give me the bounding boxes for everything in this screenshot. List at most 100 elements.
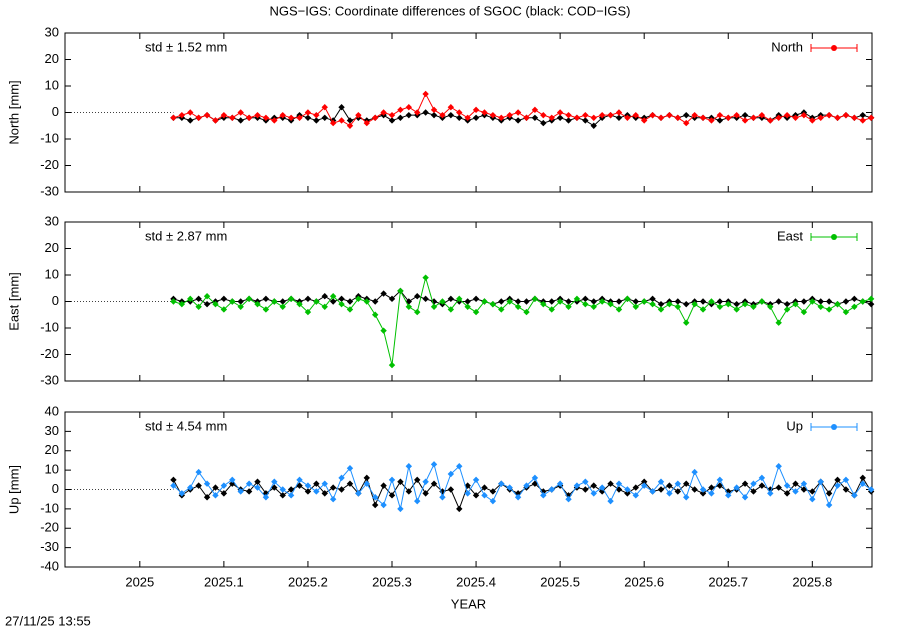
data-point: [187, 295, 194, 303]
data-point: [321, 480, 328, 487]
data-point: [456, 114, 463, 121]
data-point: [388, 476, 396, 484]
data-point: [212, 300, 219, 308]
data-point: [615, 306, 623, 313]
data-point: [825, 501, 833, 509]
data-point: [187, 484, 194, 491]
y-tick-label: 10: [45, 77, 59, 92]
data-point: [220, 111, 228, 119]
data-point: [489, 111, 497, 119]
data-point: [203, 494, 211, 501]
data-point: [304, 308, 312, 316]
y-tick-label: 0: [52, 481, 59, 496]
data-point: [414, 308, 421, 316]
legend-label: East: [777, 228, 803, 243]
data-point: [380, 501, 387, 509]
data-point: [262, 295, 270, 303]
data-point: [313, 480, 320, 487]
data-point: [615, 109, 623, 116]
data-point: [657, 486, 665, 493]
data-point: [800, 111, 808, 119]
data-point: [422, 274, 429, 281]
data-point: [657, 300, 665, 308]
data-point: [632, 298, 639, 305]
data-point: [388, 111, 396, 119]
data-point: [271, 478, 278, 485]
data-point: [212, 492, 219, 499]
series-line: [173, 106, 872, 127]
data-point: [338, 104, 345, 111]
data-point: [800, 486, 808, 493]
y-tick-label: -40: [40, 558, 59, 573]
data-point: [271, 484, 278, 491]
y-tick-label: -30: [40, 183, 59, 198]
data-point: [388, 295, 396, 303]
data-point: [498, 480, 505, 487]
data-point: [271, 117, 278, 124]
data-point: [439, 494, 446, 501]
data-point: [699, 114, 707, 121]
data-point: [338, 300, 345, 308]
data-point: [582, 478, 589, 485]
data-point: [657, 114, 665, 121]
y-tick-label: 30: [45, 423, 59, 438]
data-point: [725, 492, 732, 499]
y-tick-label: 30: [45, 213, 59, 228]
data-point: [229, 298, 236, 305]
data-point: [540, 492, 547, 499]
data-point: [775, 319, 782, 326]
data-point: [531, 480, 539, 487]
data-point: [430, 106, 438, 114]
y-tick-label: -20: [40, 157, 59, 172]
data-point: [531, 295, 539, 303]
data-point: [540, 119, 547, 127]
data-point: [346, 298, 354, 305]
data-point: [565, 495, 572, 503]
series-line: [173, 290, 872, 305]
data-point: [590, 482, 597, 489]
data-point: [624, 490, 631, 497]
data-point: [767, 486, 774, 493]
data-point: [783, 490, 791, 497]
data-point: [666, 490, 673, 497]
data-point: [456, 463, 463, 470]
y-tick-label: 30: [45, 24, 59, 39]
x-tick-label: 2025.7: [708, 574, 748, 589]
y-tick-label: -30: [40, 539, 59, 554]
data-point: [624, 486, 631, 493]
data-point: [666, 482, 673, 489]
data-point: [598, 484, 606, 491]
data-point: [338, 486, 345, 493]
legend-marker: [831, 45, 837, 51]
data-point: [489, 488, 497, 495]
data-point: [371, 298, 379, 305]
data-point: [565, 111, 572, 119]
data-point: [817, 298, 824, 305]
x-tick-label: 2025: [125, 574, 154, 589]
data-point: [313, 117, 320, 124]
data-point: [380, 109, 387, 116]
data-point: [296, 476, 303, 484]
data-point: [775, 114, 782, 121]
plot-frame: [64, 32, 873, 193]
data-point: [397, 505, 404, 513]
data-point: [867, 295, 875, 303]
data-point: [716, 298, 724, 305]
data-point: [212, 117, 219, 124]
data-point: [363, 298, 370, 305]
data-point: [279, 303, 286, 310]
data-point: [422, 90, 429, 98]
data-point: [783, 306, 791, 313]
data-point: [195, 295, 202, 303]
data-point: [187, 117, 194, 124]
data-point: [296, 482, 303, 489]
data-point: [725, 300, 732, 308]
data-point: [699, 486, 707, 493]
data-point: [329, 119, 337, 127]
data-point: [708, 298, 715, 305]
data-point: [683, 111, 690, 119]
data-point: [598, 488, 606, 495]
data-point: [464, 114, 471, 121]
data-point: [859, 298, 866, 305]
data-point: [405, 104, 413, 111]
